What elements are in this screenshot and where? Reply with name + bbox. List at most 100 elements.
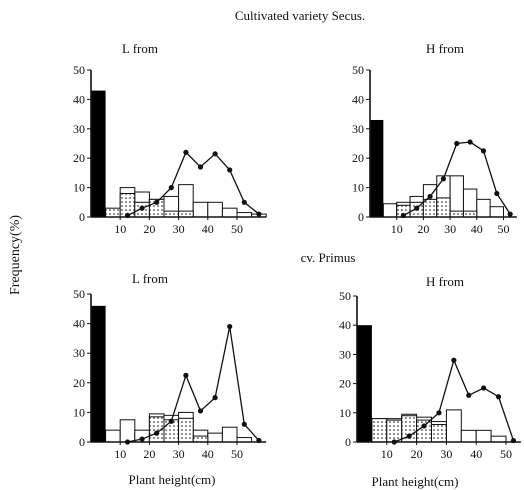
x-axis-label-right: Plant height(cm) bbox=[371, 474, 458, 489]
y-tick-label: 0 bbox=[345, 435, 351, 449]
series-point bbox=[154, 199, 160, 205]
x-tick-label: 50 bbox=[231, 447, 243, 461]
series-point bbox=[440, 176, 447, 182]
bar-white bbox=[119, 419, 136, 443]
bar-dotted bbox=[105, 207, 121, 218]
bar-black bbox=[357, 325, 372, 442]
y-axis-label: Frequency(%) bbox=[8, 215, 23, 295]
y-tick-label: 50 bbox=[73, 63, 85, 77]
bar-white bbox=[207, 201, 223, 218]
bar-dotted bbox=[436, 197, 451, 218]
y-tick-label: 50 bbox=[73, 287, 85, 301]
bar-white bbox=[192, 201, 209, 218]
bar-dotted bbox=[178, 417, 194, 443]
bar-white bbox=[221, 207, 238, 218]
series-point bbox=[241, 421, 247, 427]
panel-secus-h-form: H from 0 10 20 30 40 50 10 20 30 40 50 bbox=[352, 41, 517, 236]
x-tick-label: 20 bbox=[143, 447, 155, 461]
series-point bbox=[451, 357, 457, 363]
series-point bbox=[256, 211, 262, 217]
series-point bbox=[480, 148, 487, 154]
bar-dotted bbox=[422, 198, 438, 218]
series-point bbox=[154, 430, 160, 436]
series-point bbox=[494, 190, 500, 197]
series-point bbox=[124, 439, 131, 445]
panel-secus-l-form: L from 0 10 20 30 40 50 10 20 30 40 50 bbox=[73, 41, 267, 236]
panel-primus-l-form: L from 0 10 20 30 40 50 10 20 30 40 50 bbox=[73, 271, 267, 461]
x-tick-label: 50 bbox=[500, 447, 512, 461]
x-tick-label: 10 bbox=[114, 447, 126, 461]
y-tick-label: 30 bbox=[73, 346, 85, 360]
y-tick-label: 0 bbox=[358, 210, 364, 224]
bar-white bbox=[476, 198, 491, 218]
bar-dotted bbox=[163, 210, 180, 218]
series-point bbox=[400, 212, 406, 219]
series-point bbox=[197, 164, 204, 170]
bar-white bbox=[382, 203, 398, 218]
y-tick-label: 30 bbox=[339, 347, 351, 361]
y-tick-label: 50 bbox=[339, 289, 351, 303]
series-point bbox=[495, 394, 502, 400]
series-point bbox=[481, 385, 487, 391]
x-tick-label: 30 bbox=[173, 222, 185, 236]
series-point bbox=[406, 433, 412, 439]
x-tick-label: 20 bbox=[411, 447, 423, 461]
x-tick-label: 30 bbox=[444, 222, 456, 236]
y-tick-label: 10 bbox=[73, 181, 85, 195]
series-point bbox=[436, 410, 442, 416]
y-tick-label: 10 bbox=[352, 181, 364, 195]
x-tick-label: 10 bbox=[391, 222, 403, 236]
series-point bbox=[507, 211, 513, 217]
y-tick-label: 20 bbox=[73, 376, 85, 390]
series-point bbox=[227, 167, 233, 173]
y-tick-label: 20 bbox=[352, 151, 364, 165]
series-point bbox=[124, 212, 131, 219]
series-point bbox=[467, 139, 473, 145]
y-tick-label: 40 bbox=[339, 318, 351, 332]
bar-black bbox=[91, 90, 106, 217]
x-tick-label: 20 bbox=[417, 222, 429, 236]
bar-black bbox=[370, 119, 384, 217]
series-point bbox=[241, 199, 247, 205]
bar-black bbox=[91, 305, 106, 442]
series-point bbox=[168, 418, 174, 424]
series-point bbox=[427, 193, 433, 200]
y-tick-label: 10 bbox=[73, 405, 85, 419]
y-tick-label: 0 bbox=[79, 435, 85, 449]
panel-title: L from bbox=[132, 271, 168, 286]
series-point bbox=[256, 437, 262, 444]
bar-white bbox=[445, 409, 462, 443]
x-tick-label: 10 bbox=[114, 222, 126, 236]
series-point bbox=[414, 205, 420, 211]
series-point bbox=[183, 372, 189, 378]
bar-white bbox=[221, 426, 238, 443]
bar-white bbox=[207, 432, 223, 443]
panel-primus-h-form: H from 0 10 20 30 40 50 10 20 30 40 50 bbox=[339, 274, 521, 461]
series-point bbox=[227, 323, 233, 330]
x-tick-label: 40 bbox=[470, 447, 482, 461]
bar-dotted bbox=[192, 435, 209, 443]
bar-white bbox=[475, 429, 492, 443]
bar-dotted bbox=[386, 419, 403, 443]
x-tick-label: 40 bbox=[202, 222, 214, 236]
series-point bbox=[466, 392, 472, 398]
bar-dotted bbox=[449, 210, 464, 218]
bar-white bbox=[490, 435, 507, 443]
section-title-primus: cv. Primus bbox=[301, 250, 356, 265]
x-tick-label: 40 bbox=[471, 222, 483, 236]
y-tick-label: 0 bbox=[79, 210, 85, 224]
series-point bbox=[391, 439, 397, 445]
y-tick-label: 30 bbox=[352, 122, 364, 136]
series-line bbox=[127, 151, 260, 217]
bar-dotted bbox=[431, 423, 447, 443]
panel-title: H from bbox=[426, 274, 464, 289]
y-tick-label: 40 bbox=[352, 92, 364, 106]
series-point bbox=[212, 151, 218, 157]
series-line bbox=[127, 326, 260, 443]
bar-dotted bbox=[371, 418, 388, 443]
series-point bbox=[212, 395, 218, 401]
x-tick-label: 50 bbox=[498, 222, 510, 236]
bar-white bbox=[489, 206, 504, 218]
y-tick-label: 40 bbox=[73, 317, 85, 331]
